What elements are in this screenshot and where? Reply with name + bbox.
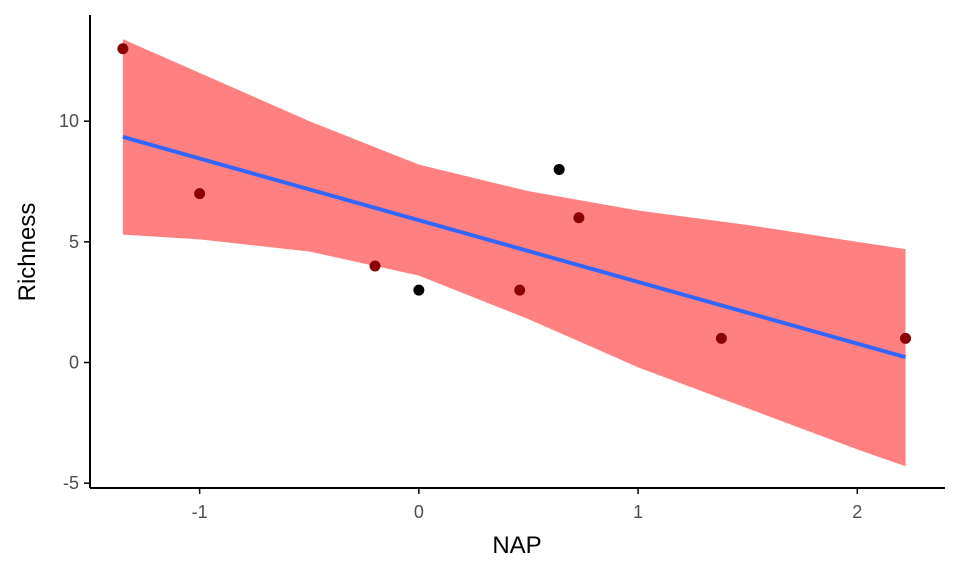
data-point	[573, 212, 585, 224]
data-point	[900, 332, 912, 344]
data-point	[514, 284, 526, 296]
x-tick-label: 1	[633, 502, 643, 522]
y-tick-label: 5	[69, 232, 79, 252]
x-tick-label: 2	[852, 502, 862, 522]
x-tick-label: -1	[192, 502, 208, 522]
data-point	[413, 284, 425, 296]
fit-line-layer	[122, 134, 907, 360]
data-point	[715, 332, 727, 344]
fit-line	[122, 134, 907, 360]
data-point	[117, 43, 129, 55]
y-tick-label: -5	[63, 473, 79, 493]
points-layer	[117, 43, 912, 344]
y-axis-title: Richness	[14, 203, 41, 302]
axes-layer: -1 0 1 2 -5 0 5 10	[59, 15, 945, 522]
y-tick-label: 0	[69, 353, 79, 373]
data-point	[194, 188, 206, 200]
confidence-band-layer	[122, 39, 906, 467]
confidence-band	[122, 39, 906, 467]
x-tick-label: 0	[414, 502, 424, 522]
x-axis-title: NAP	[492, 532, 541, 559]
y-tick-label: 10	[59, 111, 79, 131]
data-point	[553, 163, 565, 175]
data-point	[369, 260, 381, 272]
